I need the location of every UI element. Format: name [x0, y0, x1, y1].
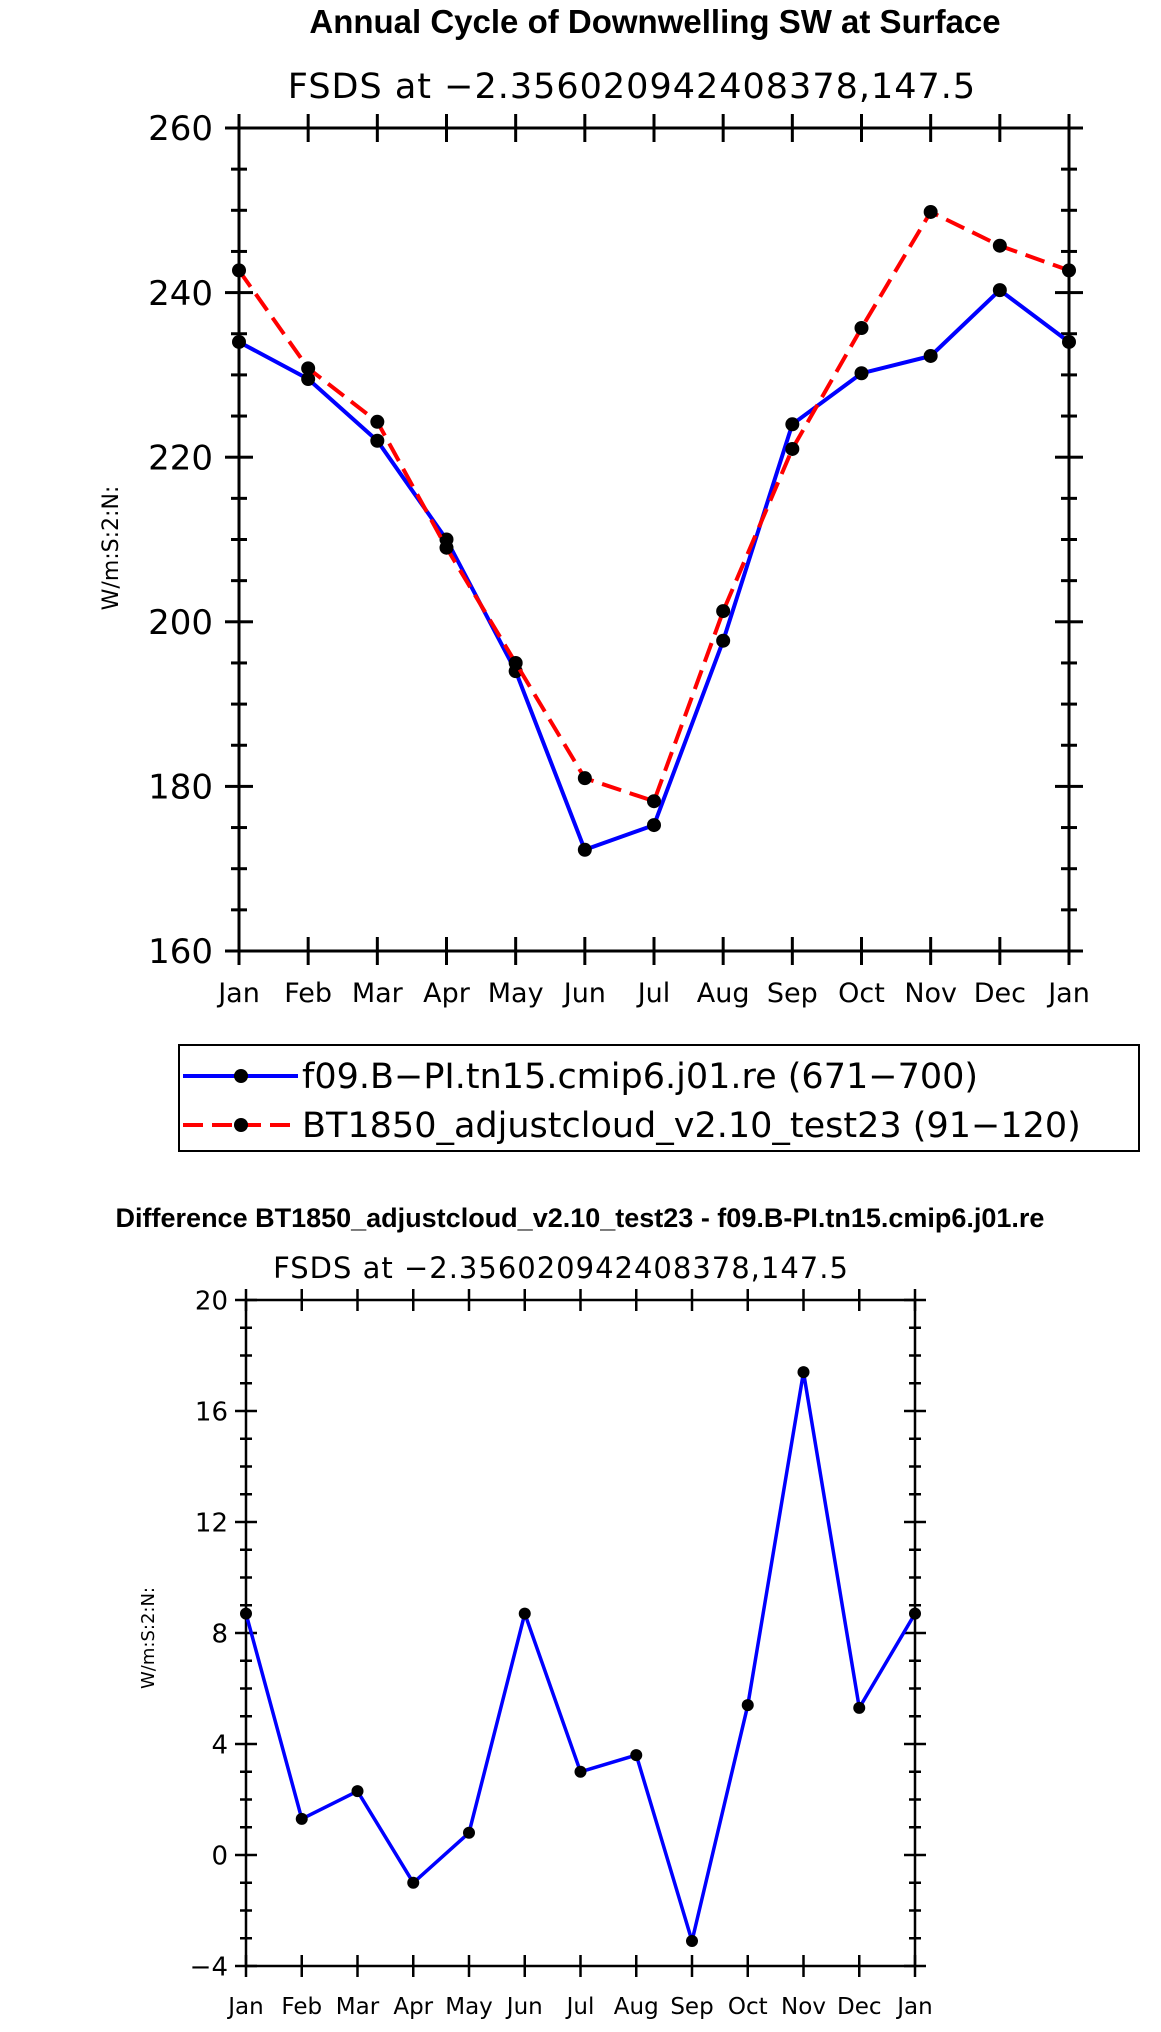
- x-tick-label: Oct: [838, 978, 885, 1009]
- data-point: [232, 263, 246, 278]
- x-tick-label: Jan: [895, 1994, 932, 2020]
- x-tick-label: Oct: [728, 1994, 768, 2020]
- data-point: [785, 417, 800, 432]
- chart1-title: Annual Cycle of Downwelling SW at Surfac…: [309, 3, 1000, 40]
- data-point: [909, 1607, 921, 1620]
- x-tick-label: Apr: [393, 1994, 433, 2020]
- x-tick-label: May: [488, 978, 544, 1009]
- x-tick-label: Sep: [767, 978, 818, 1009]
- chart1-y-axis-label: W/m:S:2:N:: [99, 486, 124, 611]
- x-tick-label: Dec: [837, 1994, 882, 2020]
- legend-label-series-1: f09.B−PI.tn15.cmip6.j01.re (671−700): [302, 1057, 978, 1097]
- x-tick-label: Jan: [216, 978, 260, 1009]
- y-tick-label: 12: [195, 1508, 228, 1538]
- chart2-y-axis-label: W/m:S:2:N:: [138, 1587, 159, 1689]
- y-tick-label: 16: [195, 1397, 228, 1427]
- data-point: [716, 604, 731, 619]
- data-point: [1062, 334, 1076, 349]
- x-tick-label: Dec: [974, 978, 1026, 1009]
- data-point: [407, 1876, 420, 1889]
- data-point: [240, 1607, 252, 1620]
- data-point: [463, 1826, 475, 1839]
- data-point: [351, 1785, 364, 1798]
- x-tick-label: Sep: [670, 1994, 713, 2020]
- x-tick-label: Jan: [1046, 978, 1090, 1009]
- chart-difference: Difference BT1850_adjustcloud_v2.10_test…: [116, 1203, 1045, 2020]
- data-point: [439, 540, 454, 555]
- data-point: [232, 334, 246, 349]
- data-point: [992, 283, 1007, 298]
- x-tick-label: Jul: [565, 1994, 595, 2020]
- data-point: [577, 842, 592, 857]
- y-tick-label: 0: [211, 1841, 228, 1871]
- x-tick-label: Jul: [636, 978, 671, 1009]
- x-tick-label: Jun: [505, 1994, 543, 2020]
- x-tick-label: Mar: [336, 1994, 380, 2020]
- x-tick-label: Jan: [226, 1994, 263, 2020]
- data-point: [508, 655, 523, 670]
- data-point: [630, 1749, 643, 1762]
- chart1-legend: f09.B−PI.tn15.cmip6.j01.re (671−700) BT1…: [178, 1044, 1140, 1152]
- data-point: [854, 366, 869, 381]
- data-point: [1062, 263, 1076, 278]
- legend-frame: [178, 1044, 1140, 1152]
- data-point: [518, 1607, 531, 1620]
- x-tick-label: Aug: [697, 978, 750, 1009]
- chart-annual-cycle: Annual Cycle of Downwelling SW at Surfac…: [99, 3, 1140, 1152]
- x-tick-label: Aug: [614, 1994, 659, 2020]
- x-tick-label: Apr: [423, 978, 471, 1009]
- data-point: [647, 818, 661, 833]
- data-point: [854, 320, 869, 335]
- data-point: [716, 633, 731, 648]
- y-tick-label: 160: [148, 932, 213, 972]
- chart2-plot-area: −4 0 4 8 12 16 20 Jan Feb Mar Apr May Jun Jul Aug Sep Oc…: [190, 1286, 933, 2020]
- data-point: [301, 361, 316, 376]
- x-tick-label: Feb: [281, 1994, 322, 2020]
- data-point: [647, 794, 661, 809]
- data-point: [370, 414, 385, 429]
- y-tick-label: 8: [211, 1619, 228, 1649]
- legend-label-series-2: BT1850_adjustcloud_v2.10_test23 (91−120): [302, 1106, 1081, 1146]
- chart1-plot-area: 160 180 200 220 240 260 Jan Feb Mar Apr May Jun Jul A…: [148, 109, 1090, 1009]
- y-tick-label: 20: [195, 1286, 228, 1316]
- legend-marker-series-2: [234, 1118, 248, 1132]
- chart2-title: Difference BT1850_adjustcloud_v2.10_test…: [116, 1203, 1045, 1233]
- data-point: [785, 441, 800, 456]
- y-tick-label: 240: [148, 274, 213, 314]
- data-point: [574, 1765, 587, 1778]
- data-point: [923, 204, 938, 219]
- chart1-subtitle: FSDS at −2.356020942408378,147.5: [288, 67, 976, 107]
- legend-entry-series-2: BT1850_adjustcloud_v2.10_test23 (91−120): [183, 1106, 1081, 1146]
- data-point: [370, 433, 385, 448]
- x-tick-label: Nov: [781, 1994, 826, 2020]
- data-point: [577, 771, 592, 786]
- x-tick-label: Mar: [352, 978, 404, 1009]
- data-point: [686, 1935, 698, 1948]
- x-tick-label: May: [445, 1994, 493, 2020]
- data-point: [797, 1366, 810, 1379]
- y-tick-label: 220: [148, 438, 213, 478]
- legend-entry-series-1: f09.B−PI.tn15.cmip6.j01.re (671−700): [183, 1057, 978, 1097]
- y-tick-label: −4: [190, 1952, 228, 1982]
- data-point: [301, 372, 316, 387]
- data-point: [741, 1699, 754, 1712]
- legend-marker-series-1: [234, 1069, 248, 1083]
- data-point: [853, 1701, 866, 1714]
- data-point: [992, 238, 1007, 253]
- data-point: [923, 348, 938, 363]
- chart2-subtitle: FSDS at −2.356020942408378,147.5: [273, 1251, 849, 1285]
- data-point: [295, 1812, 308, 1825]
- x-tick-label: Feb: [284, 978, 332, 1009]
- y-tick-label: 260: [148, 109, 213, 149]
- y-tick-label: 4: [211, 1730, 228, 1760]
- x-tick-label: Jun: [562, 978, 606, 1009]
- x-tick-label: Nov: [904, 978, 957, 1009]
- y-tick-label: 180: [148, 768, 213, 808]
- y-tick-label: 200: [148, 603, 213, 643]
